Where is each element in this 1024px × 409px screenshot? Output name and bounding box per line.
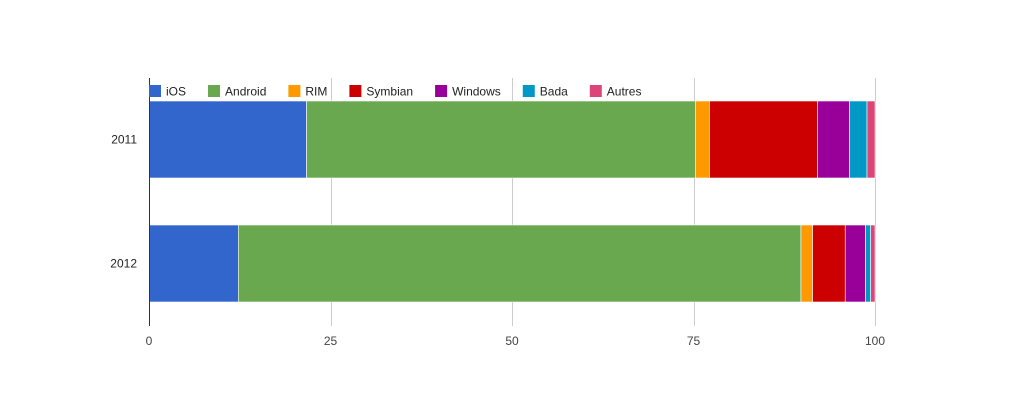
legend-item-bada[interactable]: Bada xyxy=(522,85,568,99)
legend-item-symbian[interactable]: Symbian xyxy=(349,85,413,99)
bar-segment-symbian-2012[interactable] xyxy=(812,224,846,303)
bar-segment-windows-2012[interactable] xyxy=(844,224,866,303)
x-tick-label-75: 75 xyxy=(687,334,701,348)
bar-segment-ios-2012[interactable] xyxy=(148,224,239,303)
legend-label-android: Android xyxy=(225,85,266,99)
legend-swatch-autres xyxy=(589,85,602,97)
legend-swatch-android xyxy=(208,85,221,97)
legend-swatch-ios xyxy=(149,85,161,97)
legend-swatch-bada xyxy=(522,85,535,97)
legend-label-symbian: Symbian xyxy=(366,85,413,99)
legend-label-rim: RIM xyxy=(305,85,327,99)
x-tick-label-100: 100 xyxy=(865,334,885,348)
bar-segment-autres-2012[interactable] xyxy=(870,224,876,303)
bar-segment-windows-2011[interactable] xyxy=(817,100,850,179)
bar-segment-symbian-2011[interactable] xyxy=(709,100,818,179)
legend-item-rim[interactable]: RIM xyxy=(288,85,327,99)
bar-segment-rim-2012[interactable] xyxy=(800,224,813,303)
category-label-2011: 2011 xyxy=(111,133,137,147)
x-tick-label-50: 50 xyxy=(505,334,519,348)
bar-segment-android-2011[interactable] xyxy=(306,100,696,179)
bar-segment-rim-2011[interactable] xyxy=(695,100,710,179)
legend-label-windows: Windows xyxy=(452,85,501,99)
legend-swatch-symbian xyxy=(349,85,362,97)
bar-segment-autres-2011[interactable] xyxy=(866,100,876,179)
x-tick-label-25: 25 xyxy=(324,334,338,348)
legend-label-ios: iOS xyxy=(166,85,186,99)
bar-segment-ios-2011[interactable] xyxy=(148,100,307,179)
legend: iOS Android RIM Symbian Windows Bada Autres xyxy=(149,85,641,99)
legend-swatch-windows xyxy=(435,85,448,97)
legend-item-windows[interactable]: Windows xyxy=(435,85,501,99)
x-tick-label-0: 0 xyxy=(146,334,153,348)
legend-swatch-rim xyxy=(288,85,301,97)
bar-segment-bada-2011[interactable] xyxy=(849,100,868,179)
legend-item-autres[interactable]: Autres xyxy=(589,85,642,99)
bar-segment-bada-2012[interactable] xyxy=(865,224,871,303)
bar-segment-android-2012[interactable] xyxy=(237,224,802,303)
legend-item-android[interactable]: Android xyxy=(208,85,266,99)
legend-label-bada: Bada xyxy=(540,85,568,99)
category-label-2012: 2012 xyxy=(110,257,137,271)
axis-layer: 2011 2012 0 25 50 75 100 xyxy=(110,78,885,348)
legend-label-autres: Autres xyxy=(607,85,642,99)
legend-item-ios[interactable]: iOS xyxy=(149,85,186,99)
bars-layer xyxy=(148,100,876,303)
